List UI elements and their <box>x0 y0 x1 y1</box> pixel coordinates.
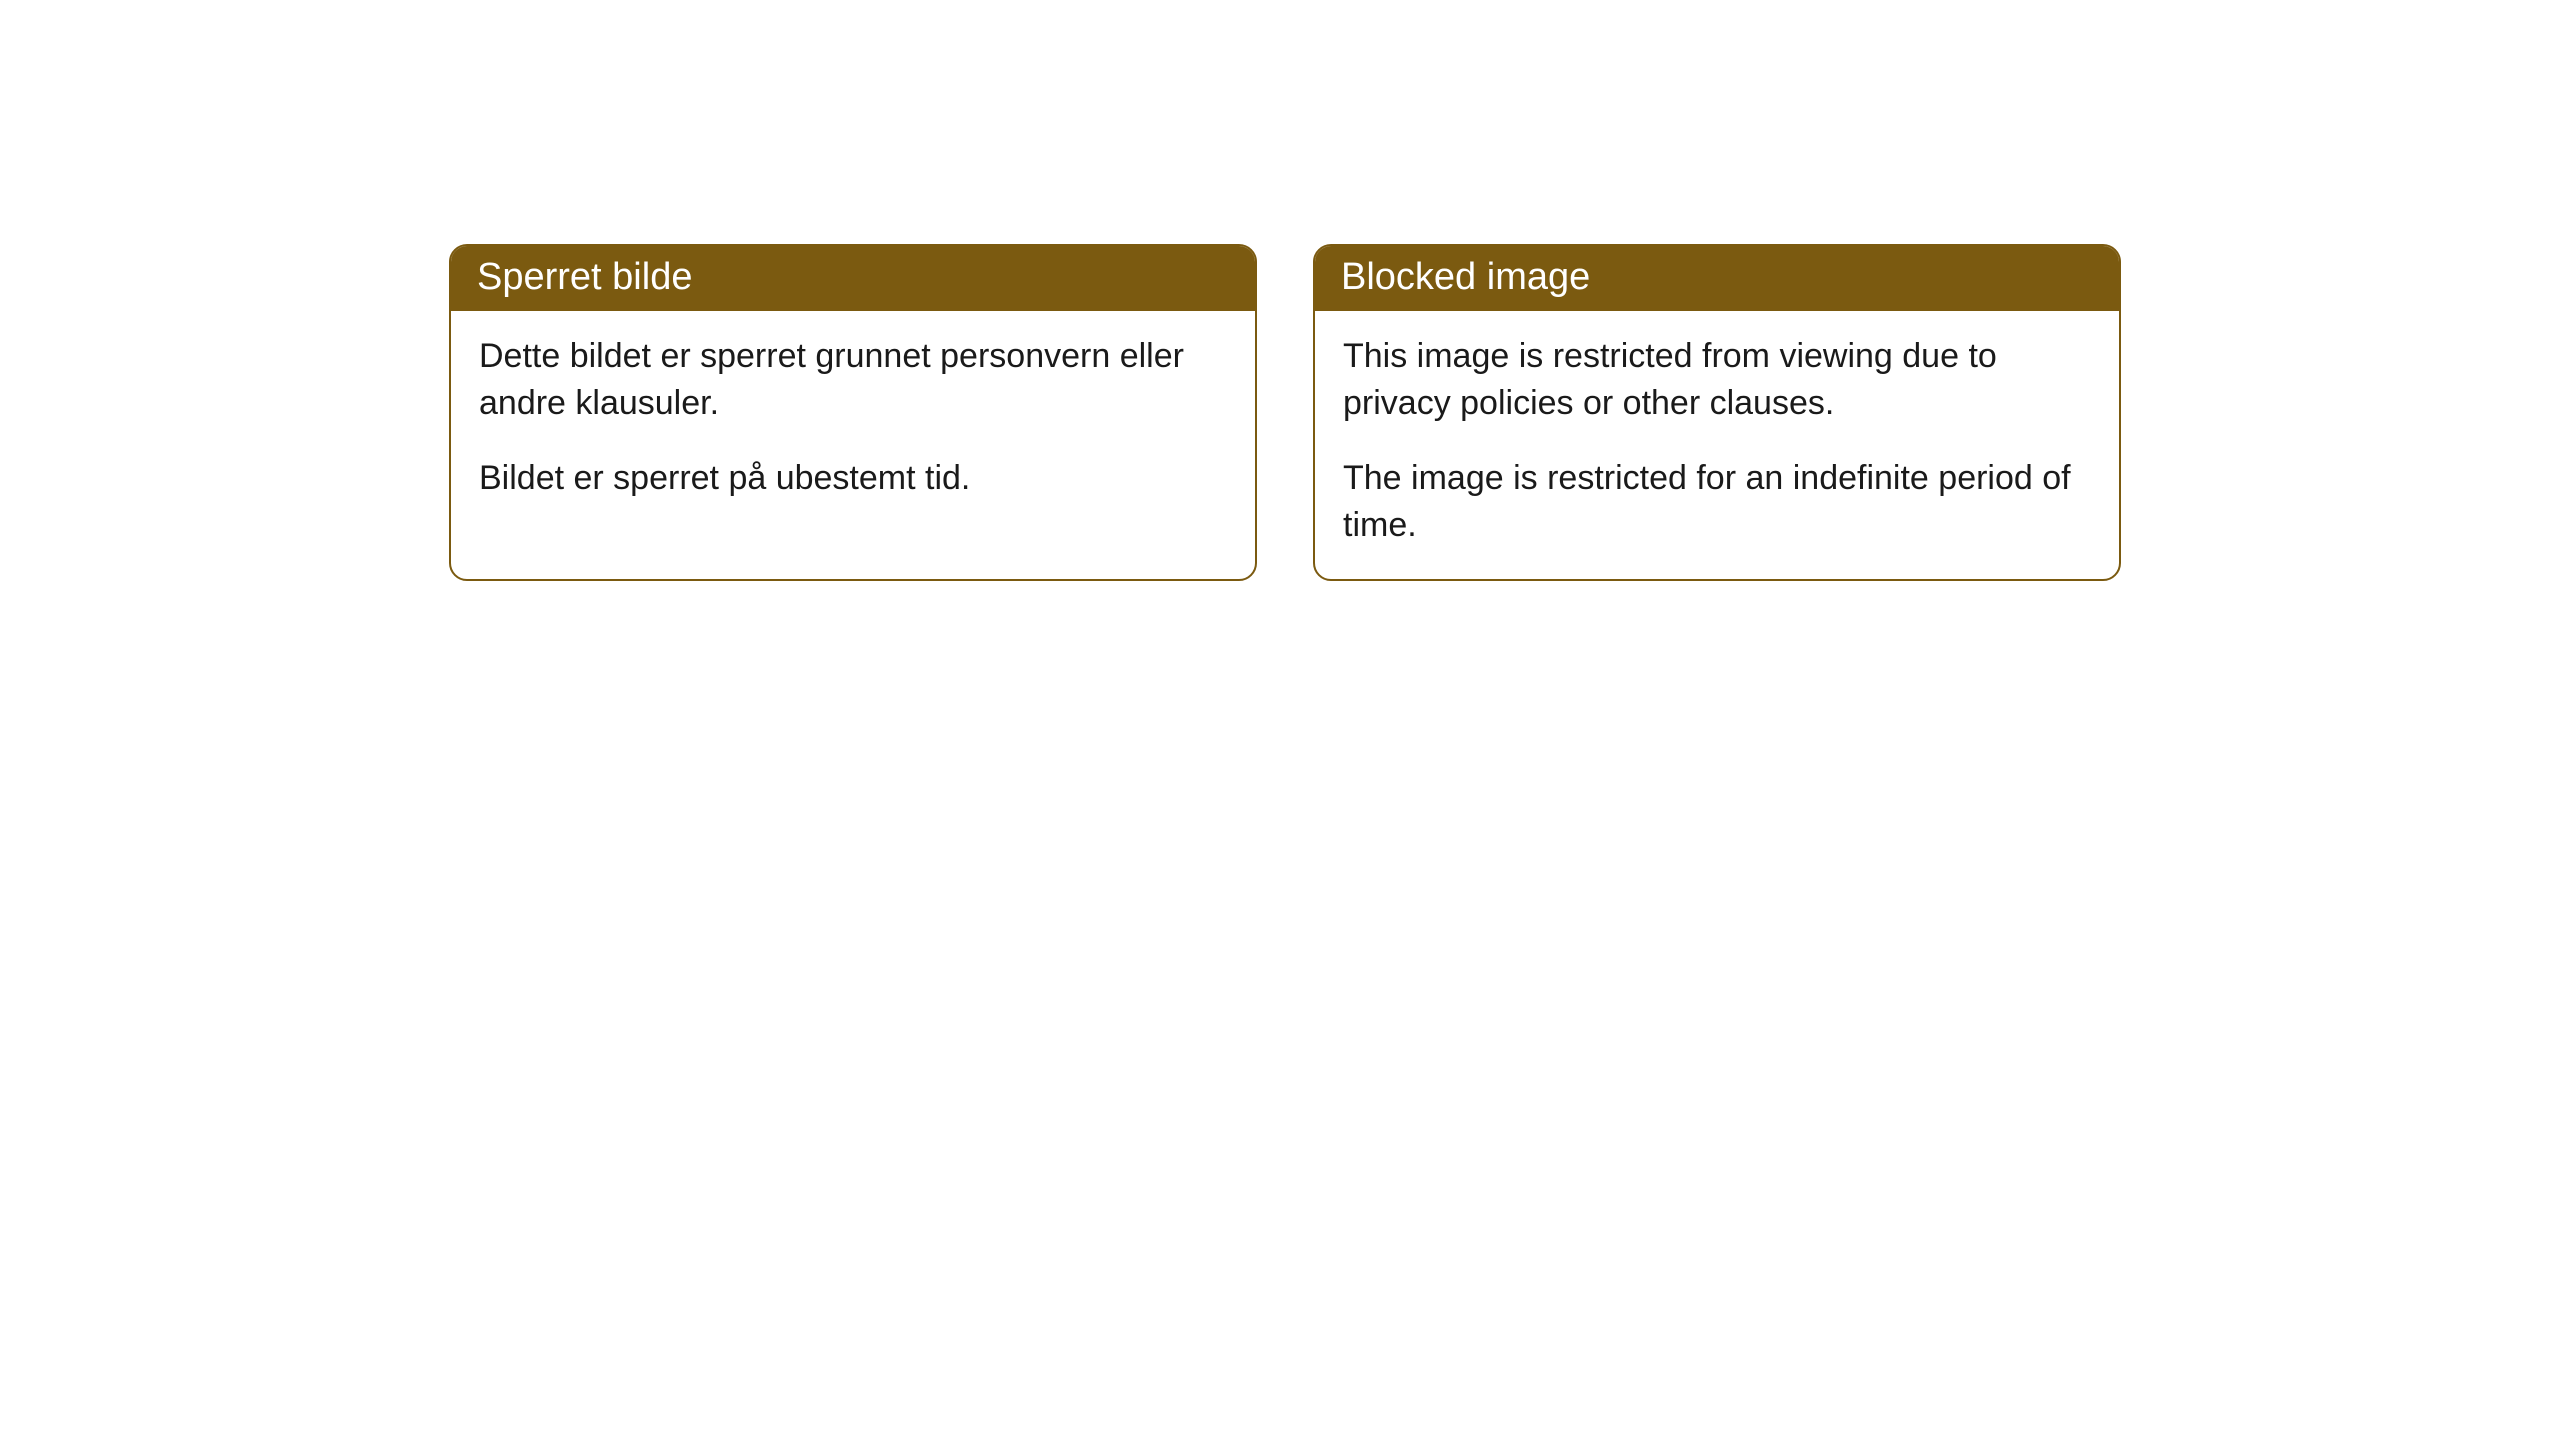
notice-card-norwegian: Sperret bilde Dette bildet er sperret gr… <box>449 244 1257 581</box>
card-paragraph: The image is restricted for an indefinit… <box>1343 455 2091 549</box>
card-paragraph: Bildet er sperret på ubestemt tid. <box>479 455 1227 502</box>
card-paragraph: Dette bildet er sperret grunnet personve… <box>479 333 1227 427</box>
card-body: This image is restricted from viewing du… <box>1315 311 2119 579</box>
card-title: Sperret bilde <box>477 256 692 298</box>
card-header: Blocked image <box>1315 246 2119 311</box>
card-body: Dette bildet er sperret grunnet personve… <box>451 311 1255 532</box>
card-header: Sperret bilde <box>451 246 1255 311</box>
notice-card-english: Blocked image This image is restricted f… <box>1313 244 2121 581</box>
card-title: Blocked image <box>1341 256 1590 298</box>
card-paragraph: This image is restricted from viewing du… <box>1343 333 2091 427</box>
notice-cards-container: Sperret bilde Dette bildet er sperret gr… <box>449 244 2121 581</box>
